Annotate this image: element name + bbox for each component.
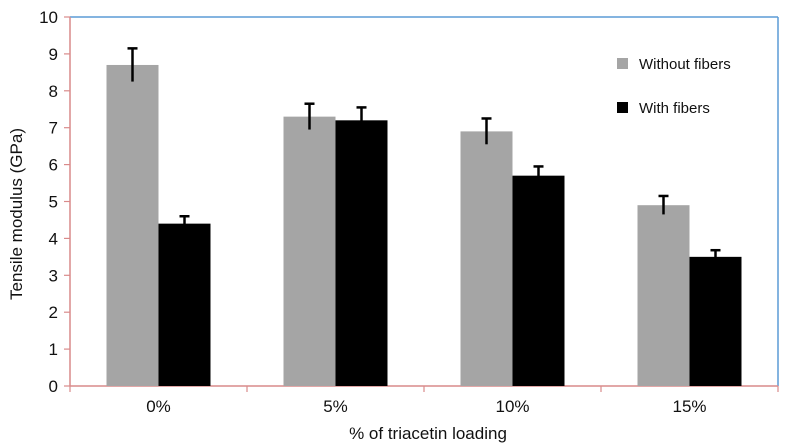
- y-tick-label: 10: [39, 8, 58, 27]
- legend-label: With fibers: [639, 100, 710, 117]
- legend-swatch: [617, 58, 628, 69]
- y-tick-label: 9: [49, 45, 58, 64]
- x-axis-label: % of triacetin loading: [349, 424, 507, 443]
- y-tick-label: 5: [49, 193, 58, 212]
- bar-with-fibers: [512, 175, 565, 386]
- y-axis: 0 1 2 3 4 5 6 7 8 9 10: [39, 8, 70, 396]
- bar-with-fibers: [335, 120, 388, 386]
- y-tick-label: 3: [49, 266, 58, 285]
- bar-without-fibers: [283, 116, 336, 386]
- legend-label: Without fibers: [639, 56, 731, 73]
- bar-without-fibers: [637, 205, 690, 386]
- bars-group: [106, 64, 742, 386]
- y-tick-label: 8: [49, 82, 58, 101]
- bar-with-fibers: [689, 256, 742, 386]
- y-tick-label: 2: [49, 303, 58, 322]
- legend-swatch: [617, 102, 628, 113]
- y-tick-label: 1: [49, 340, 58, 359]
- y-tick-label: 6: [49, 156, 58, 175]
- x-tick-label: 15%: [672, 397, 706, 416]
- x-tick-label: 5%: [323, 397, 348, 416]
- x-tick-label: 0%: [146, 397, 171, 416]
- x-axis: 0% 5% 10% 15%: [69, 386, 779, 416]
- y-tick-label: 7: [49, 119, 58, 138]
- y-axis-label: Tensile modulus (GPa): [7, 128, 26, 300]
- y-tick-label: 0: [49, 377, 58, 396]
- legend: Without fibers With fibers: [617, 56, 731, 117]
- error-bars-group: [127, 47, 721, 264]
- bar-with-fibers: [158, 223, 211, 386]
- x-tick-label: 10%: [495, 397, 529, 416]
- bar-without-fibers: [106, 64, 159, 386]
- bar-without-fibers: [460, 131, 513, 386]
- y-tick-label: 4: [49, 229, 58, 248]
